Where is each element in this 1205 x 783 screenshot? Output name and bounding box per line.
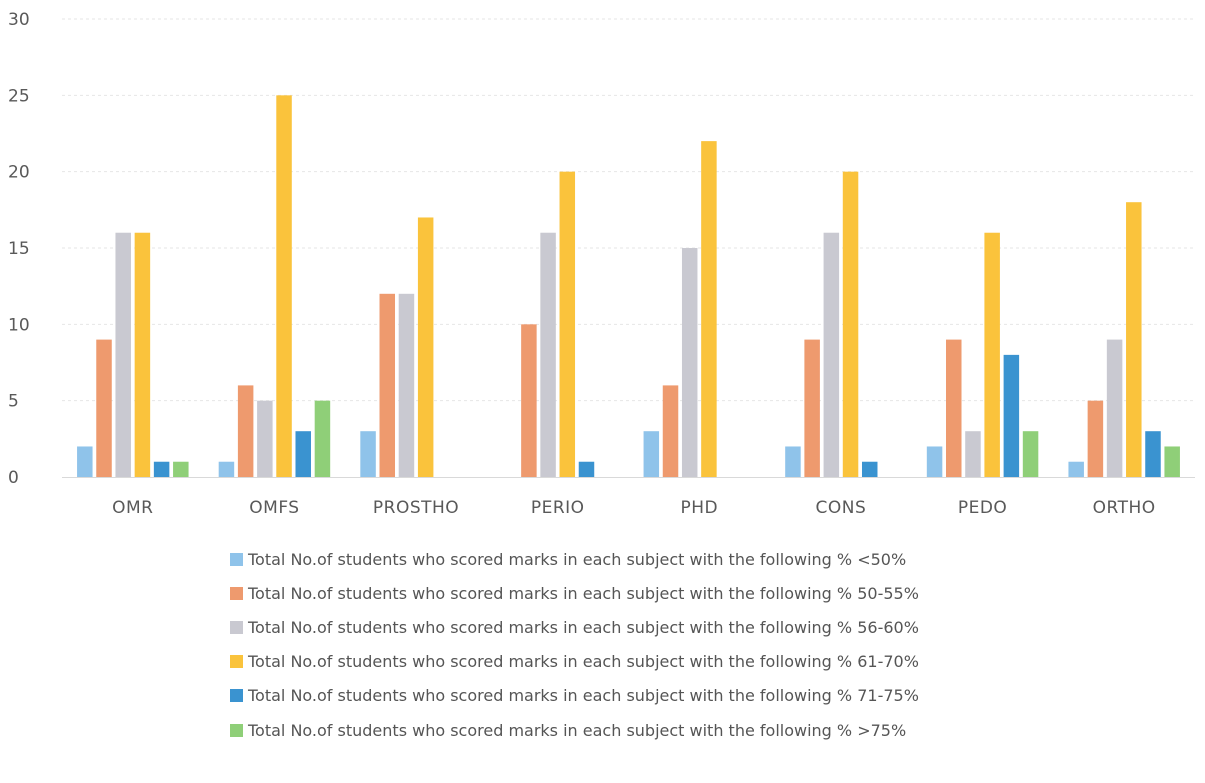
x-tick-label: PHD <box>681 498 719 518</box>
legend-swatch <box>230 620 243 634</box>
bar-omr-series-5 <box>153 461 170 477</box>
legend-label: Total No.of students who scored marks in… <box>248 617 919 637</box>
bar-perio-series-4 <box>559 171 576 478</box>
bar-prostho-series-4 <box>417 217 434 477</box>
bar-pedo-series-3 <box>965 431 981 477</box>
bar-cons-series-5 <box>861 461 878 477</box>
y-tick-label: 0 <box>8 468 19 488</box>
x-tick-label: PERIO <box>531 498 585 518</box>
chart-legend: Total No.of students who scored marks in… <box>230 542 1190 747</box>
bar-pedo-series-4 <box>984 232 1000 477</box>
x-tick-label: OMFS <box>249 498 299 518</box>
legend-label: Total No.of students who scored marks in… <box>248 720 907 740</box>
legend-item: Total No.of students who scored marks in… <box>230 610 1190 644</box>
legend-label: Total No.of students who scored marks in… <box>248 652 919 672</box>
bar-omr-series-6 <box>173 461 189 477</box>
bar-omr-series-4 <box>134 232 151 477</box>
bar-prostho-series-2 <box>379 293 396 477</box>
bar-chart: 0 5 10 15 20 25 30 OMR OMFS PROSTHO PERIO PHD CONS PE… <box>8 10 1195 518</box>
bar-pedo-series-1 <box>926 446 943 477</box>
bar-pedo-series-5 <box>1003 354 1020 477</box>
bar-cons-series-4 <box>842 171 859 478</box>
bar-omfs-series-1 <box>218 461 235 477</box>
y-tick-label: 20 <box>8 163 30 183</box>
bar-omfs-series-3 <box>257 400 273 477</box>
y-tick-label: 25 <box>8 86 30 106</box>
bar-ortho-series-5 <box>1145 431 1161 477</box>
bar-cons-series-2 <box>804 339 820 477</box>
y-tick-label: 5 <box>8 392 19 412</box>
legend-swatch <box>230 723 243 737</box>
bar-perio-series-3 <box>540 232 556 477</box>
bar-perio-series-5 <box>578 461 595 477</box>
bar-ortho-series-4 <box>1126 202 1142 477</box>
x-tick-label: PEDO <box>958 498 1007 518</box>
legend-item: Total No.of students who scored marks in… <box>230 645 1190 679</box>
bar-ortho-series-1 <box>1068 461 1084 477</box>
y-tick-label: 15 <box>8 239 30 259</box>
bar-cons-series-1 <box>785 446 801 477</box>
bar-ortho-series-2 <box>1087 400 1104 477</box>
x-tick-label: CONS <box>816 498 867 518</box>
bar-pedo-series-2 <box>946 339 962 477</box>
bar-ortho-series-6 <box>1164 446 1180 477</box>
legend-item: Total No.of students who scored marks in… <box>230 679 1190 713</box>
legend-label: Total No.of students who scored marks in… <box>248 583 919 603</box>
legend-swatch <box>230 552 243 566</box>
bar-omfs-series-5 <box>295 431 311 477</box>
bar-phd-series-3 <box>681 248 698 477</box>
bar-prostho-series-1 <box>360 431 376 477</box>
legend-item: Total No.of students who scored marks in… <box>230 542 1190 576</box>
legend-label: Total No.of students who scored marks in… <box>248 549 907 569</box>
bar-ortho-series-3 <box>1106 339 1123 477</box>
legend-swatch <box>230 586 243 600</box>
bar-omr-series-2 <box>96 339 112 477</box>
bar-phd-series-4 <box>701 141 717 477</box>
bar-omfs-series-4 <box>276 95 292 477</box>
legend-item: Total No.of students who scored marks in… <box>230 576 1190 610</box>
bar-prostho-series-3 <box>398 293 415 477</box>
bar-phd-series-2 <box>662 385 679 477</box>
bar-omfs-series-2 <box>237 385 254 477</box>
y-tick-label: 30 <box>8 10 30 30</box>
x-tick-label: ORTHO <box>1093 498 1156 518</box>
bar-omr-series-1 <box>77 446 93 477</box>
legend-swatch <box>230 655 243 669</box>
y-tick-label: 10 <box>8 315 30 335</box>
bar-omr-series-3 <box>115 232 131 477</box>
x-tick-label: OMR <box>112 498 153 518</box>
legend-swatch <box>230 689 243 703</box>
bar-omfs-series-6 <box>314 400 331 477</box>
bar-phd-series-1 <box>643 431 660 477</box>
x-tick-label: PROSTHO <box>373 498 459 518</box>
legend-label: Total No.of students who scored marks in… <box>248 686 919 706</box>
legend-item: Total No.of students who scored marks in… <box>230 713 1190 747</box>
bar-cons-series-3 <box>823 232 840 477</box>
bar-perio-series-2 <box>521 324 537 477</box>
bar-pedo-series-6 <box>1022 431 1039 477</box>
